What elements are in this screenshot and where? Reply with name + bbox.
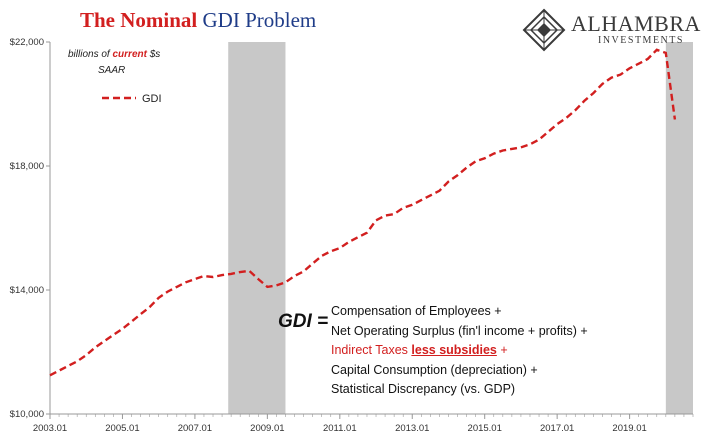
y-tick-label: $18,000 [10, 161, 44, 172]
formula-line-2: Net Operating Surplus (fin'l income + pr… [331, 323, 588, 338]
y-tick-label: $10,000 [10, 409, 44, 420]
x-tick-label: 2007.01 [178, 423, 212, 434]
logo-name: ALHAMBRA [571, 11, 701, 36]
title-part2: GDI Problem [202, 8, 317, 32]
formula-key: GDI = [278, 311, 329, 332]
units-note: billions of current $s SAAR [68, 47, 160, 79]
diamond-logo-icon [522, 8, 566, 52]
formula-line-4: Capital Consumption (depreciation) + [331, 362, 538, 377]
formula-line-1: Compensation of Employees + [331, 304, 502, 318]
formula-line-5: Statistical Discrepancy (vs. GDP) [331, 382, 516, 396]
x-tick-label: 2013.01 [395, 423, 429, 434]
y-tick-label: $14,000 [10, 285, 44, 296]
x-tick-label: 2009.01 [250, 423, 284, 434]
units-line-1: billions of current $s [68, 47, 160, 63]
formula-line-3: Indirect Taxes less subsidies + [331, 341, 588, 361]
x-tick-label: 2011.01 [323, 423, 357, 434]
title-part1: The Nominal [80, 8, 198, 32]
legend-label-gdi: GDI [142, 93, 162, 105]
x-tick-label: 2017.01 [540, 423, 574, 434]
units-highlight: current [112, 49, 147, 60]
units-prefix: billions of [68, 49, 110, 60]
x-tick-label: 2005.01 [105, 423, 139, 434]
formula-lines: Compensation of Employees + Net Operatin… [331, 302, 588, 400]
x-tick-label: 2019.01 [612, 423, 646, 434]
alhambra-logo: ALHAMBRA INVESTMENTS [522, 8, 702, 52]
formula-line-3c: + [500, 343, 508, 357]
units-suffix: $s [149, 49, 161, 60]
formula-line-3b: less subsidies [411, 343, 497, 357]
x-tick-label: 2003.01 [33, 423, 67, 434]
formula-line-3a: Indirect Taxes [331, 343, 408, 357]
units-line-2: SAAR [98, 65, 126, 76]
chart-title: The Nominal GDI Problem [80, 8, 316, 33]
y-tick-label: $22,000 [10, 37, 44, 48]
recession-band-2 [665, 42, 693, 414]
series-line-gdi [49, 48, 677, 377]
x-tick-label: 2015.01 [468, 423, 502, 434]
recession-band-1 [228, 42, 286, 414]
logo-sub: INVESTMENTS [598, 35, 684, 46]
